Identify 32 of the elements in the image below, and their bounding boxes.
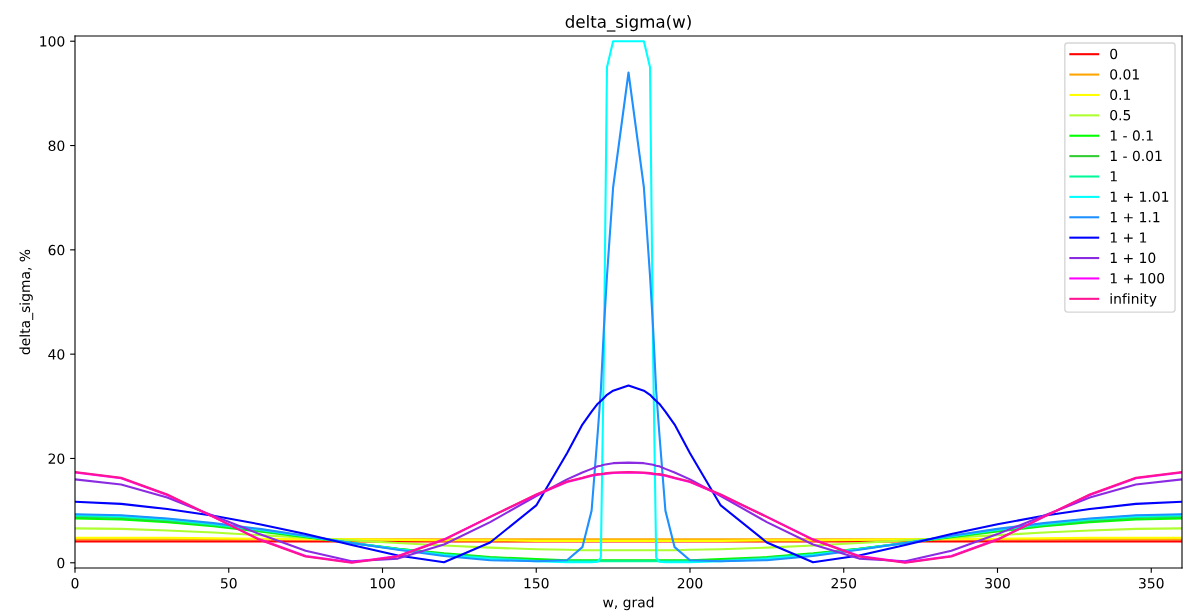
- x-tick-label: 300: [985, 577, 1010, 589]
- y-tick-label: 0: [57, 557, 65, 569]
- legend-label: 1 + 10: [1110, 252, 1156, 264]
- legend-label: 1 - 0.01: [1110, 150, 1162, 162]
- legend-label: 0: [1110, 48, 1118, 60]
- y-tick-label: 40: [48, 349, 65, 360]
- line-series: [75, 527, 1182, 552]
- legend-label: 1 + 1.1: [1110, 212, 1160, 223]
- x-tick-label: 150: [524, 577, 549, 589]
- x-tick-label: 250: [831, 577, 857, 589]
- legend-label: 0.5: [1110, 109, 1131, 121]
- legend-label: infinity: [1110, 293, 1157, 307]
- x-tick-label: 200: [677, 577, 703, 589]
- y-tick-label: 100: [40, 36, 65, 47]
- x-tick-label: 50: [220, 577, 237, 589]
- y-tick-label: 60: [48, 244, 65, 256]
- x-tick-label: 0: [71, 577, 79, 589]
- x-tick-label: 100: [370, 577, 395, 589]
- x-tick-label: 350: [1139, 577, 1164, 589]
- legend-label: 0.1: [1110, 89, 1131, 101]
- legend-label: 1 + 1.01: [1110, 191, 1169, 202]
- legend-label: 1: [1110, 171, 1117, 182]
- y-tick-label: 20: [48, 453, 65, 464]
- legend-label: 0.01: [1110, 69, 1139, 80]
- legend-label: 1 - 0.1: [1110, 130, 1153, 141]
- legend-label: 1 + 100: [1110, 272, 1165, 284]
- chart-title: delta_sigma(w): [565, 15, 691, 32]
- y-axis-title: delta_sigma, %: [19, 249, 34, 355]
- legend-label: 1 + 1: [1110, 232, 1147, 243]
- line-series: [75, 384, 1182, 564]
- y-tick-label: 80: [48, 140, 65, 151]
- x-axis-title: w, grad: [603, 596, 654, 611]
